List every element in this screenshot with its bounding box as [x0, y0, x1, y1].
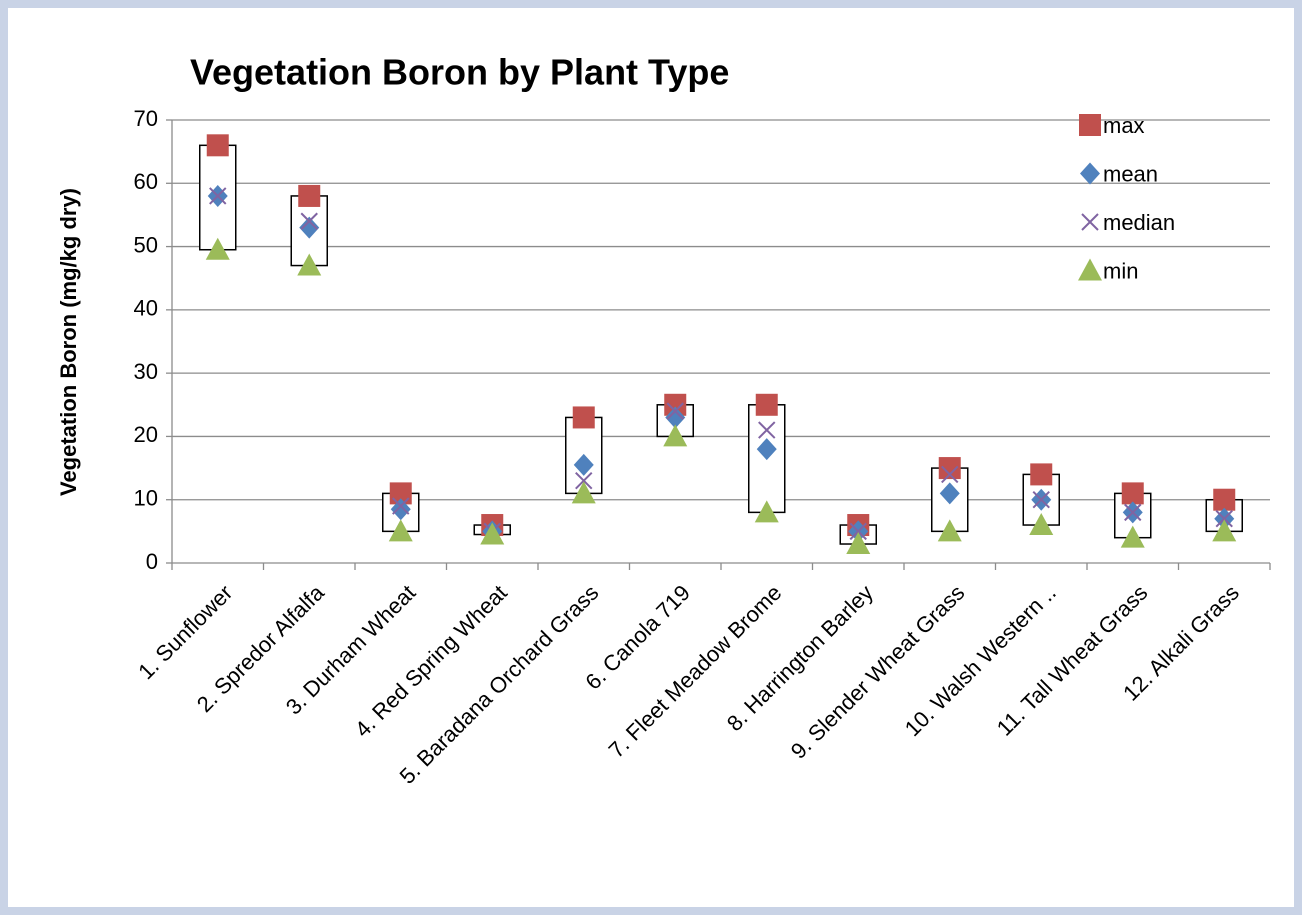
chart-title: Vegetation Boron by Plant Type — [190, 52, 729, 93]
y-tick-label: 0 — [146, 549, 158, 574]
marker-min — [571, 481, 596, 504]
marker-min — [297, 253, 322, 276]
marker-median — [392, 497, 410, 515]
marker-max — [1030, 463, 1053, 486]
marker-mean — [573, 453, 594, 476]
marker-min — [1120, 525, 1145, 548]
marker-median — [849, 522, 867, 541]
y-tick-label: 60 — [134, 169, 158, 194]
marker-mean — [939, 482, 960, 505]
legend-marker — [1078, 258, 1102, 281]
marker-median — [209, 187, 227, 205]
marker-max — [1213, 488, 1236, 511]
legend-label: min — [1103, 258, 1138, 283]
marker-mean — [756, 438, 777, 461]
marker-min — [754, 500, 779, 523]
marker-median — [758, 421, 776, 439]
y-tick-label: 40 — [134, 296, 158, 321]
marker-min — [1212, 519, 1237, 542]
marker-min — [480, 522, 505, 545]
legend-label: median — [1103, 210, 1175, 235]
marker-median — [1032, 491, 1050, 509]
legend-marker — [1080, 162, 1100, 185]
marker-max — [572, 406, 595, 429]
marker-min — [205, 237, 230, 260]
marker-max — [1121, 482, 1144, 505]
legend-label: mean — [1103, 161, 1158, 186]
marker-min — [663, 424, 688, 447]
y-tick-label: 20 — [134, 422, 158, 447]
marker-mean — [299, 216, 320, 239]
marker-mean — [390, 498, 411, 521]
y-tick-label: 30 — [134, 359, 158, 384]
marker-max — [755, 393, 778, 416]
marker-mean — [665, 406, 686, 429]
legend-marker — [1079, 114, 1101, 136]
marker-median — [575, 472, 593, 490]
y-tick-label: 50 — [134, 232, 158, 257]
marker-max — [664, 393, 687, 416]
marker-median — [1124, 503, 1142, 522]
chart-area — [8, 8, 1294, 907]
y-tick-label: 10 — [134, 486, 158, 511]
marker-median — [666, 402, 684, 420]
marker-min — [937, 519, 962, 542]
marker-max — [389, 482, 412, 505]
marker-max — [938, 457, 961, 480]
marker-median — [941, 465, 959, 484]
marker-min — [1029, 513, 1054, 536]
y-axis-label: Vegetation Boron (mg/kg dry) — [56, 188, 81, 496]
marker-min — [388, 519, 413, 542]
legend-marker — [1081, 213, 1099, 231]
legend-label: max — [1103, 113, 1145, 138]
marker-min — [846, 532, 871, 555]
y-tick-label: 70 — [134, 106, 158, 131]
marker-max — [206, 134, 229, 157]
marker-median — [300, 212, 318, 230]
marker-max — [298, 184, 321, 207]
marker-median — [1215, 509, 1233, 528]
